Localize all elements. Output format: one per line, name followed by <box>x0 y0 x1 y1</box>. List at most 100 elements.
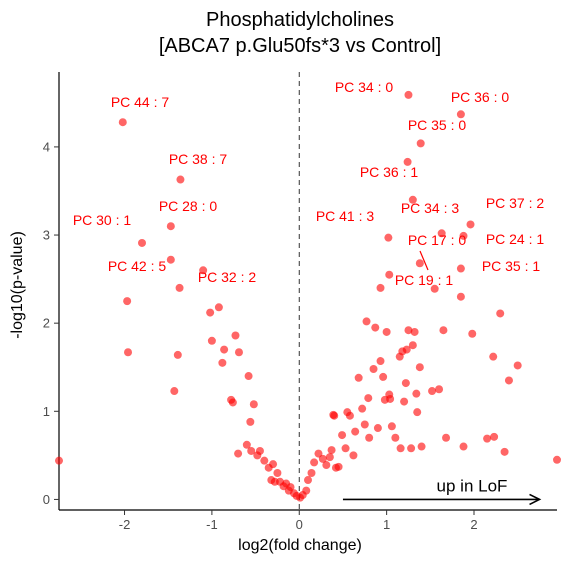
y-tick-label: 2 <box>43 316 50 331</box>
data-point <box>468 329 477 338</box>
data-point <box>246 417 255 426</box>
labeled-data-point <box>176 175 185 184</box>
y-tick-label: 0 <box>43 492 50 507</box>
data-point <box>330 411 339 420</box>
label-leader-line <box>419 250 429 271</box>
data-point <box>376 357 385 366</box>
data-point <box>430 284 439 293</box>
data-point <box>55 456 63 465</box>
data-point <box>412 389 421 398</box>
data-point <box>206 308 215 317</box>
labeled-data-point <box>437 229 446 238</box>
point-label: PC 36 : 1 <box>360 164 419 180</box>
data-point <box>410 327 419 336</box>
data-point <box>385 270 394 279</box>
labeled-data-point <box>175 283 184 292</box>
data-point <box>218 358 227 367</box>
data-point <box>496 309 505 318</box>
point-label: PC 36 : 0 <box>451 89 510 105</box>
data-point <box>401 379 410 388</box>
data-point <box>220 345 229 354</box>
point-label: PC 34 : 0 <box>335 79 394 95</box>
point-label: PC 28 : 0 <box>159 198 218 214</box>
data-point <box>327 446 336 455</box>
data-point <box>387 422 396 431</box>
data-point <box>249 400 258 409</box>
data-point <box>304 476 312 485</box>
data-point <box>382 327 391 336</box>
data-point <box>318 454 327 463</box>
data-point <box>376 283 385 292</box>
data-point <box>345 411 354 420</box>
x-axis-title: log2(fold change) <box>238 537 362 554</box>
data-point <box>244 372 253 381</box>
data-point <box>408 341 417 350</box>
x-tick-label: -1 <box>206 517 218 532</box>
point-label: PC 19 : 1 <box>395 272 454 288</box>
point-label: PC 34 : 3 <box>401 200 460 216</box>
data-point <box>242 440 251 449</box>
data-point <box>302 486 311 495</box>
data-point <box>173 350 182 359</box>
point-label: PC 41 : 3 <box>316 208 375 224</box>
data-point <box>358 404 367 413</box>
data-point <box>260 456 269 465</box>
data-point <box>553 455 561 464</box>
data-point <box>415 363 424 372</box>
annotation-arrow-head <box>529 493 542 506</box>
data-point <box>402 345 411 354</box>
data-point <box>314 449 323 458</box>
data-point <box>124 348 133 357</box>
data-point <box>360 420 369 429</box>
data-point <box>310 458 319 467</box>
data-point <box>371 323 380 332</box>
data-point <box>362 317 371 326</box>
data-point <box>307 468 316 477</box>
data-point <box>435 385 444 394</box>
labeled-data-point <box>166 222 175 231</box>
x-tick-label: 2 <box>470 517 477 532</box>
plot-area: -2 -1 0 1 2 0 1 2 3 4 up in LoF PC 44 : 7 PC 38 : 7 P… <box>43 72 561 532</box>
point-label: PC 32 : 2 <box>198 269 257 285</box>
point-label: PC 44 : 7 <box>111 94 170 110</box>
point-label: PC 42 : 5 <box>108 258 167 274</box>
data-point <box>404 326 413 335</box>
labeled-data-point <box>456 110 465 119</box>
labeled-data-point <box>384 233 393 242</box>
labeled-data-point <box>118 118 127 127</box>
data-point <box>459 442 468 451</box>
data-point <box>456 292 465 301</box>
x-tick-label: 0 <box>296 517 303 532</box>
point-label: PC 37 : 2 <box>486 195 545 211</box>
data-point <box>351 427 360 436</box>
annotation-up-in-lof: up in LoF <box>437 476 508 495</box>
data-point <box>341 444 350 453</box>
data-point <box>413 408 422 417</box>
data-point <box>207 336 216 345</box>
data-point <box>322 461 331 470</box>
data-point <box>428 387 437 396</box>
point-label: PC 30 : 1 <box>73 212 132 228</box>
labeled-data-point <box>415 259 424 268</box>
data-point <box>234 348 243 357</box>
data-point <box>483 434 492 443</box>
x-tick-label: 1 <box>383 517 390 532</box>
data-point <box>273 468 282 477</box>
data-point <box>442 433 451 442</box>
y-tick-label: 4 <box>43 139 50 154</box>
labeled-data-point <box>459 231 468 240</box>
point-label: PC 35 : 1 <box>482 258 541 274</box>
data-point <box>385 390 394 399</box>
labeled-data-point <box>403 157 412 166</box>
data-point <box>349 451 358 460</box>
data-point <box>365 433 374 442</box>
data-point <box>407 444 416 453</box>
point-label: PC 38 : 7 <box>169 151 228 167</box>
chart-title-line-2: [ABCA7 p.Glu50fs*3 vs Control] <box>159 35 441 57</box>
data-point <box>354 373 363 382</box>
labeled-data-point <box>404 90 413 99</box>
data-point <box>286 483 295 492</box>
data-point <box>417 442 426 451</box>
data-point <box>400 397 409 406</box>
